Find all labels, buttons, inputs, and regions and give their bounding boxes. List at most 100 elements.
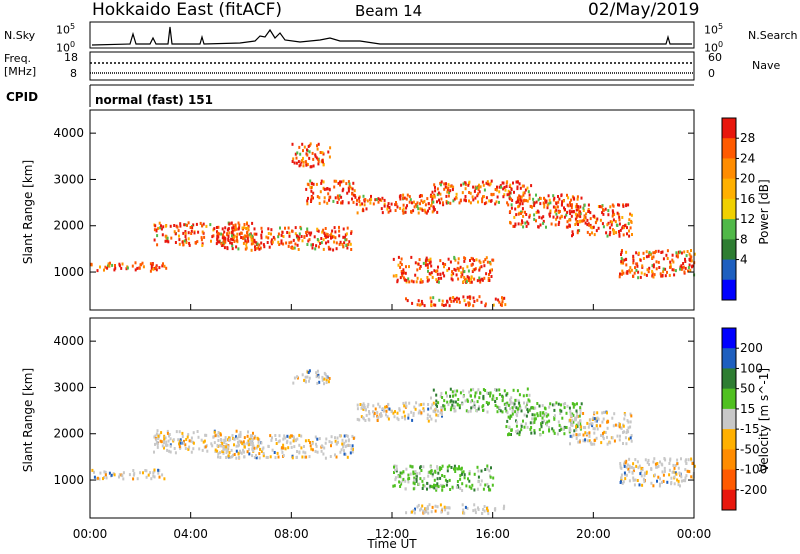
- data-cell: [618, 218, 621, 222]
- data-cell: [405, 206, 408, 210]
- data-cell: [237, 440, 239, 444]
- data-cell: [486, 260, 489, 264]
- data-cell: [346, 191, 349, 195]
- data-cell: [232, 238, 234, 241]
- data-cell: [290, 240, 293, 244]
- data-cell: [648, 252, 651, 256]
- data-cell: [460, 472, 463, 476]
- data-cell: [251, 447, 254, 451]
- data-cell: [433, 486, 436, 490]
- data-cell: [562, 199, 565, 203]
- data-cell: [443, 274, 446, 278]
- data-cell: [680, 267, 683, 271]
- data-cell: [281, 450, 284, 454]
- data-cell: [294, 152, 297, 156]
- data-cell: [227, 235, 230, 239]
- data-cell: [413, 476, 416, 480]
- data-cell: [327, 150, 330, 154]
- data-cell: [435, 486, 438, 490]
- data-cell: [258, 456, 261, 460]
- data-cell: [200, 238, 203, 242]
- data-cell: [190, 439, 193, 443]
- data-cell: [304, 451, 307, 455]
- data-cell: [454, 258, 457, 262]
- data-cell: [510, 429, 513, 432]
- data-cell: [571, 420, 573, 424]
- data-cell: [445, 201, 448, 205]
- data-cell: [387, 417, 390, 421]
- data-cell: [419, 280, 422, 284]
- data-cell: [420, 299, 423, 303]
- data-cell: [593, 431, 596, 435]
- data-cell: [407, 277, 410, 281]
- data-cell: [271, 436, 273, 440]
- data-cell: [336, 194, 339, 198]
- data-cell: [640, 474, 643, 478]
- data-cell: [571, 435, 574, 439]
- data-cell: [463, 511, 466, 515]
- data-cell: [342, 245, 345, 249]
- data-cell: [354, 195, 357, 199]
- beam-label: Beam 14: [355, 2, 423, 20]
- data-cell: [474, 267, 477, 271]
- data-cell: [631, 470, 634, 474]
- data-cell: [179, 441, 182, 445]
- data-cell: [195, 222, 198, 226]
- data-cell: [270, 232, 272, 236]
- data-cell: [451, 188, 454, 192]
- data-cell: [153, 238, 156, 242]
- data-cell: [468, 295, 471, 299]
- data-cell: [402, 211, 405, 215]
- data-cell: [346, 444, 349, 448]
- data-cell: [514, 398, 517, 402]
- data-cell: [301, 373, 304, 377]
- data-cell: [156, 429, 159, 433]
- data-cell: [475, 390, 478, 394]
- data-cell: [492, 394, 495, 398]
- data-cell: [418, 482, 421, 486]
- data-cell: [606, 442, 609, 446]
- data-cell: [452, 272, 455, 276]
- data-cell: [463, 473, 466, 477]
- data-cell: [603, 430, 606, 434]
- data-cell: [315, 375, 318, 379]
- data-cell: [606, 223, 609, 227]
- data-cell: [351, 434, 354, 438]
- data-cell: [652, 484, 655, 488]
- data-cell: [178, 430, 181, 434]
- data-cell: [626, 463, 629, 467]
- data-cell: [160, 224, 162, 228]
- data-cell: [227, 436, 230, 440]
- data-cell: [569, 434, 572, 438]
- data-cell: [345, 244, 348, 247]
- colorbar-segment: [722, 178, 736, 200]
- data-cell: [453, 267, 456, 271]
- data-cell: [456, 480, 459, 483]
- data-cell: [630, 213, 633, 217]
- data-cell: [250, 242, 253, 246]
- data-cell: [160, 227, 163, 231]
- data-cell: [549, 201, 552, 205]
- data-cell: [479, 280, 482, 284]
- data-cell: [341, 242, 344, 246]
- data-cell: [566, 210, 569, 214]
- data-cell: [159, 439, 162, 443]
- data-cell: [238, 439, 241, 443]
- data-cell: [540, 422, 543, 426]
- data-cell: [271, 240, 274, 244]
- data-cell: [356, 198, 358, 202]
- data-cell: [398, 480, 401, 484]
- data-cell: [288, 234, 291, 238]
- data-cell: [477, 407, 480, 411]
- data-cell: [401, 274, 404, 278]
- data-band: [405, 295, 507, 308]
- data-cell: [110, 473, 113, 477]
- data-cell: [651, 256, 653, 260]
- data-cell: [282, 235, 285, 238]
- data-cell: [247, 239, 250, 243]
- data-cell: [443, 404, 446, 408]
- data-cell: [230, 241, 233, 245]
- data-cell: [205, 433, 208, 437]
- data-cell: [416, 472, 419, 476]
